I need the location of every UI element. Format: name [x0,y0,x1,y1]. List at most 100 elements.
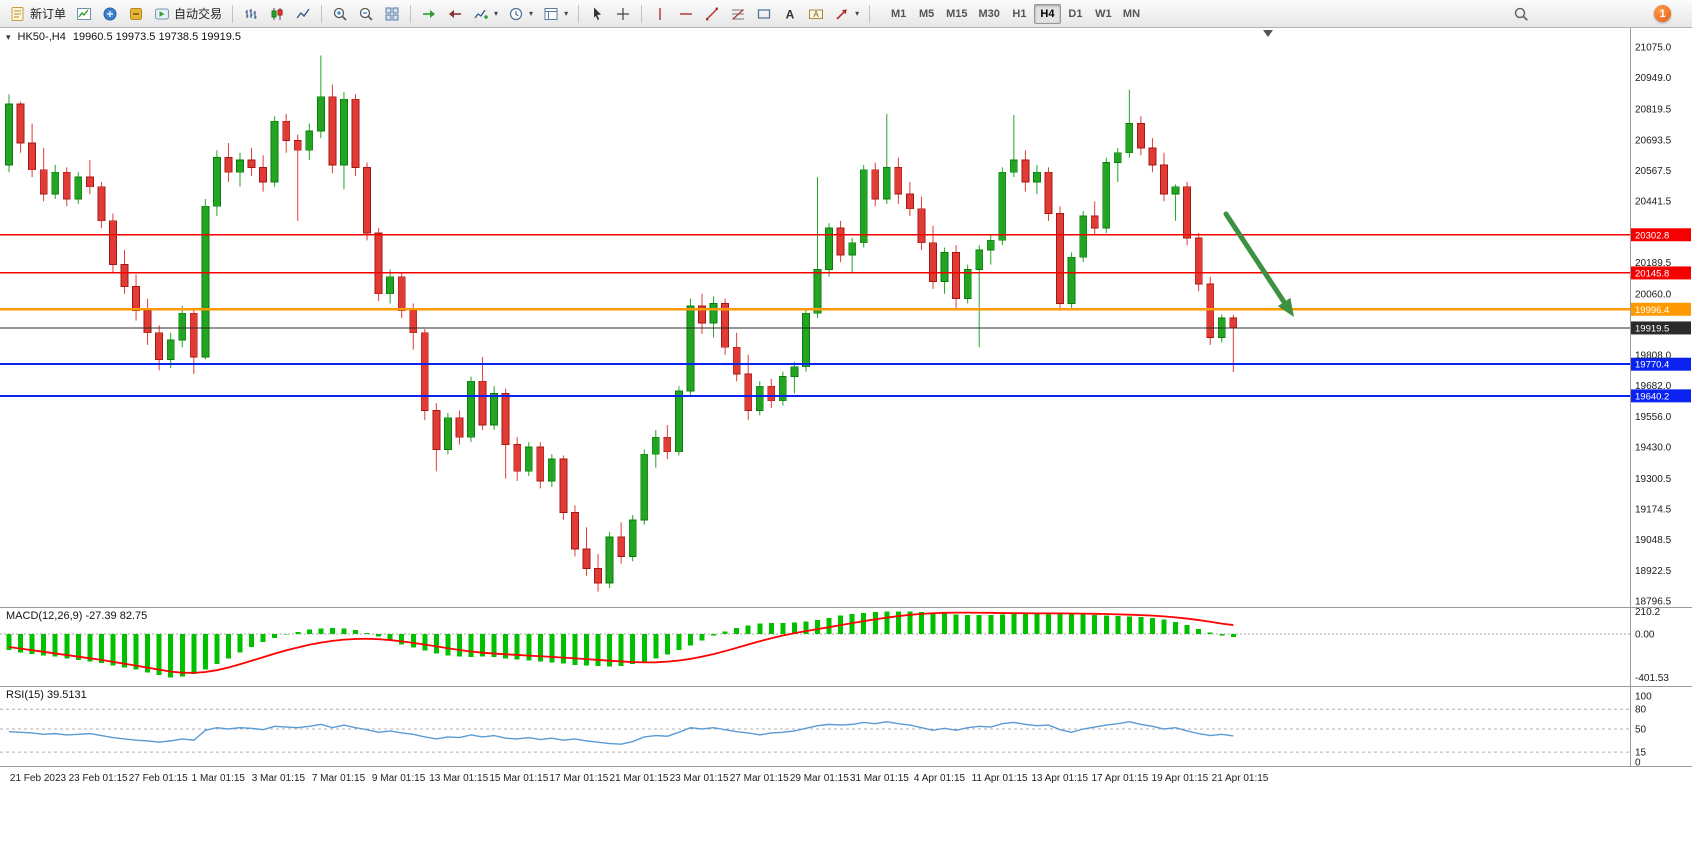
time-axis-label: 21 Feb 2023 [10,773,67,784]
candle [501,393,510,445]
timeframe-button-MN[interactable]: MN [1118,4,1145,24]
tile-windows-button[interactable] [379,3,405,25]
candle [929,242,937,283]
timeframe-button-D1[interactable]: D1 [1062,4,1089,24]
candle [155,332,164,360]
time-axis-label: 17 Apr 01:15 [1091,773,1148,784]
indicators-dropdown-button[interactable]: ▾ [468,3,503,25]
new-order-icon [11,6,24,21]
candle [1102,162,1111,229]
arrows-dropdown-button[interactable]: ▾ [829,3,864,25]
candle [340,98,348,166]
candle [363,166,371,234]
text-button[interactable]: A [777,3,803,25]
line-chart-button[interactable] [290,3,316,25]
price-level-tag-label: 19770.4 [1635,360,1669,371]
candle [686,305,695,392]
metaeditor-button[interactable] [123,3,149,25]
svg-text:A: A [813,10,819,19]
time-axis-label: 23 Mar 01:15 [670,773,729,784]
price-level-tag [1631,357,1691,371]
time-axis: 21 Feb 2023 23 Feb 01:15 27 Feb 01:15 1 Mar… [10,773,1269,784]
candle [178,312,187,341]
bar-chart-button[interactable] [238,3,264,25]
annotation-arrow-line[interactable] [1223,211,1287,305]
chart-window-icon [77,7,92,20]
zoom-in-button[interactable] [327,3,353,25]
time-axis-label: 9 Mar 01:15 [372,773,426,784]
time-axis-label: 19 Apr 01:15 [1152,773,1209,784]
candle [28,142,37,171]
autotrading-icon [155,8,170,19]
candle [409,310,418,334]
text-label-button[interactable]: A [803,3,829,25]
candle [1125,123,1134,154]
vertical-line-button[interactable] [647,3,673,25]
time-axis-label: 4 Apr 01:15 [914,773,966,784]
candle [998,171,1007,241]
dropdown-caret-icon: ▾ [564,9,569,18]
candle [859,169,868,244]
rsi-axis-label: 80 [1635,705,1647,716]
crosshair-button[interactable] [610,3,636,25]
search-button[interactable] [1508,3,1534,25]
candle [651,436,660,455]
candle [62,171,71,200]
price-level-tag [1631,321,1691,335]
time-axis-label: 13 Apr 01:15 [1031,773,1088,784]
templates-dropdown-button[interactable]: ▾ [538,3,573,25]
candle [524,446,533,472]
timeframe-button-H4[interactable]: H4 [1033,3,1061,24]
candle [709,303,718,324]
auto-scroll-button[interactable] [416,3,442,25]
price-level-tag-label: 20302.8 [1635,230,1669,241]
trendline-button[interactable] [699,3,725,25]
time-axis-label: 23 Feb 01:15 [69,773,128,784]
timeframe-button-H1[interactable]: H1 [1006,4,1033,24]
timeframe-button-M15[interactable]: M15 [941,4,972,24]
scroll-to-end-marker[interactable] [1263,30,1273,37]
candle [582,548,591,569]
candle [1113,152,1122,163]
annotation-arrow-head[interactable] [1277,297,1294,317]
candle [432,410,441,450]
fibonacci-button[interactable] [725,3,751,25]
rsi-indicator-label: RSI(15) 39.5131 [6,689,87,701]
candle [1206,283,1215,338]
cursor-button[interactable] [584,3,610,25]
rsi-axis-label: 50 [1635,725,1647,736]
timeframe-button-M5[interactable]: M5 [913,4,940,24]
candle [767,385,776,402]
candle [293,140,302,151]
autotrading-button[interactable]: 自动交易 [149,3,227,25]
price-tick-label: 20441.5 [1635,197,1672,208]
horizontal-line-button[interactable] [673,3,699,25]
shapes-button[interactable] [751,3,777,25]
chart-shift-button[interactable] [442,3,468,25]
candle [1183,186,1191,239]
zoom-in-icon [333,7,347,21]
periods-dropdown-button[interactable]: ▾ [503,3,538,25]
timeframe-button-M30[interactable]: M30 [974,4,1005,24]
macd-axis-label: 0.00 [1635,630,1655,641]
timeframe-button-W1[interactable]: W1 [1090,4,1117,24]
zoom-out-button[interactable] [353,3,379,25]
macd-panel [0,611,1630,678]
candle [201,205,210,358]
chart-window-button[interactable] [71,3,97,25]
notification-badge[interactable]: 1 [1654,5,1671,22]
toolbar-separator [578,4,580,23]
candle [120,264,129,287]
search-icon [1514,7,1528,21]
new-order-button[interactable]: 新订单 [5,3,71,25]
chart-collapse-triangle-icon[interactable]: ▾ [6,31,11,42]
timeframe-button-M1[interactable]: M1 [885,4,912,24]
market-watch-button[interactable] [97,3,123,25]
price-tick-label: 19300.5 [1635,474,1672,485]
toolbar-separator [321,4,323,23]
candlestick-chart-button[interactable] [264,3,290,25]
autotrading-label: 自动交易 [174,7,223,21]
candle [1033,171,1041,183]
